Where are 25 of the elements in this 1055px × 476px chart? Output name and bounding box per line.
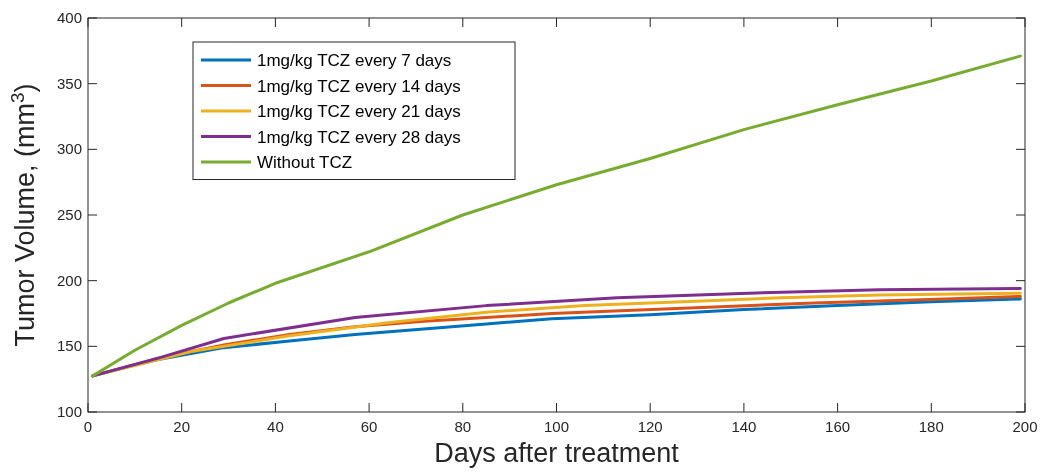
- x-tick-label: 180: [918, 418, 944, 435]
- y-tick-label: 150: [56, 337, 82, 355]
- x-tick-label: 20: [173, 418, 191, 435]
- legend-label: 1mg/kg TCZ every 7 days: [257, 51, 452, 70]
- x-tick-label: 160: [825, 418, 851, 435]
- legend-label: 1mg/kg TCZ every 14 days: [257, 76, 461, 96]
- x-axis-title: Days after treatment: [434, 438, 680, 468]
- x-tick-label: 140: [731, 418, 757, 435]
- x-tick-label: 80: [454, 418, 472, 435]
- legend-label: Without TCZ: [257, 153, 353, 172]
- y-tick-label: 200: [56, 271, 82, 289]
- line-series: [91, 54, 1022, 378]
- x-tick-label: 100: [543, 418, 570, 435]
- x-tick-label: 60: [360, 418, 378, 435]
- y-tick-label: 100: [56, 403, 82, 420]
- y-tick-label: 350: [56, 74, 82, 92]
- legend-label: 1mg/kg TCZ every 28 days: [257, 127, 461, 147]
- x-tick-label: 0: [83, 418, 93, 435]
- y-tick-label: 250: [56, 206, 82, 223]
- x-tick-label: 120: [637, 418, 663, 435]
- y-tick-label: 300: [56, 140, 82, 158]
- legend-label: 1mg/kg TCZ every 21 days: [257, 102, 461, 121]
- y-tick-label: 400: [56, 9, 82, 26]
- x-tick-label: 200: [1012, 418, 1038, 435]
- x-tick-label: 40: [267, 418, 284, 435]
